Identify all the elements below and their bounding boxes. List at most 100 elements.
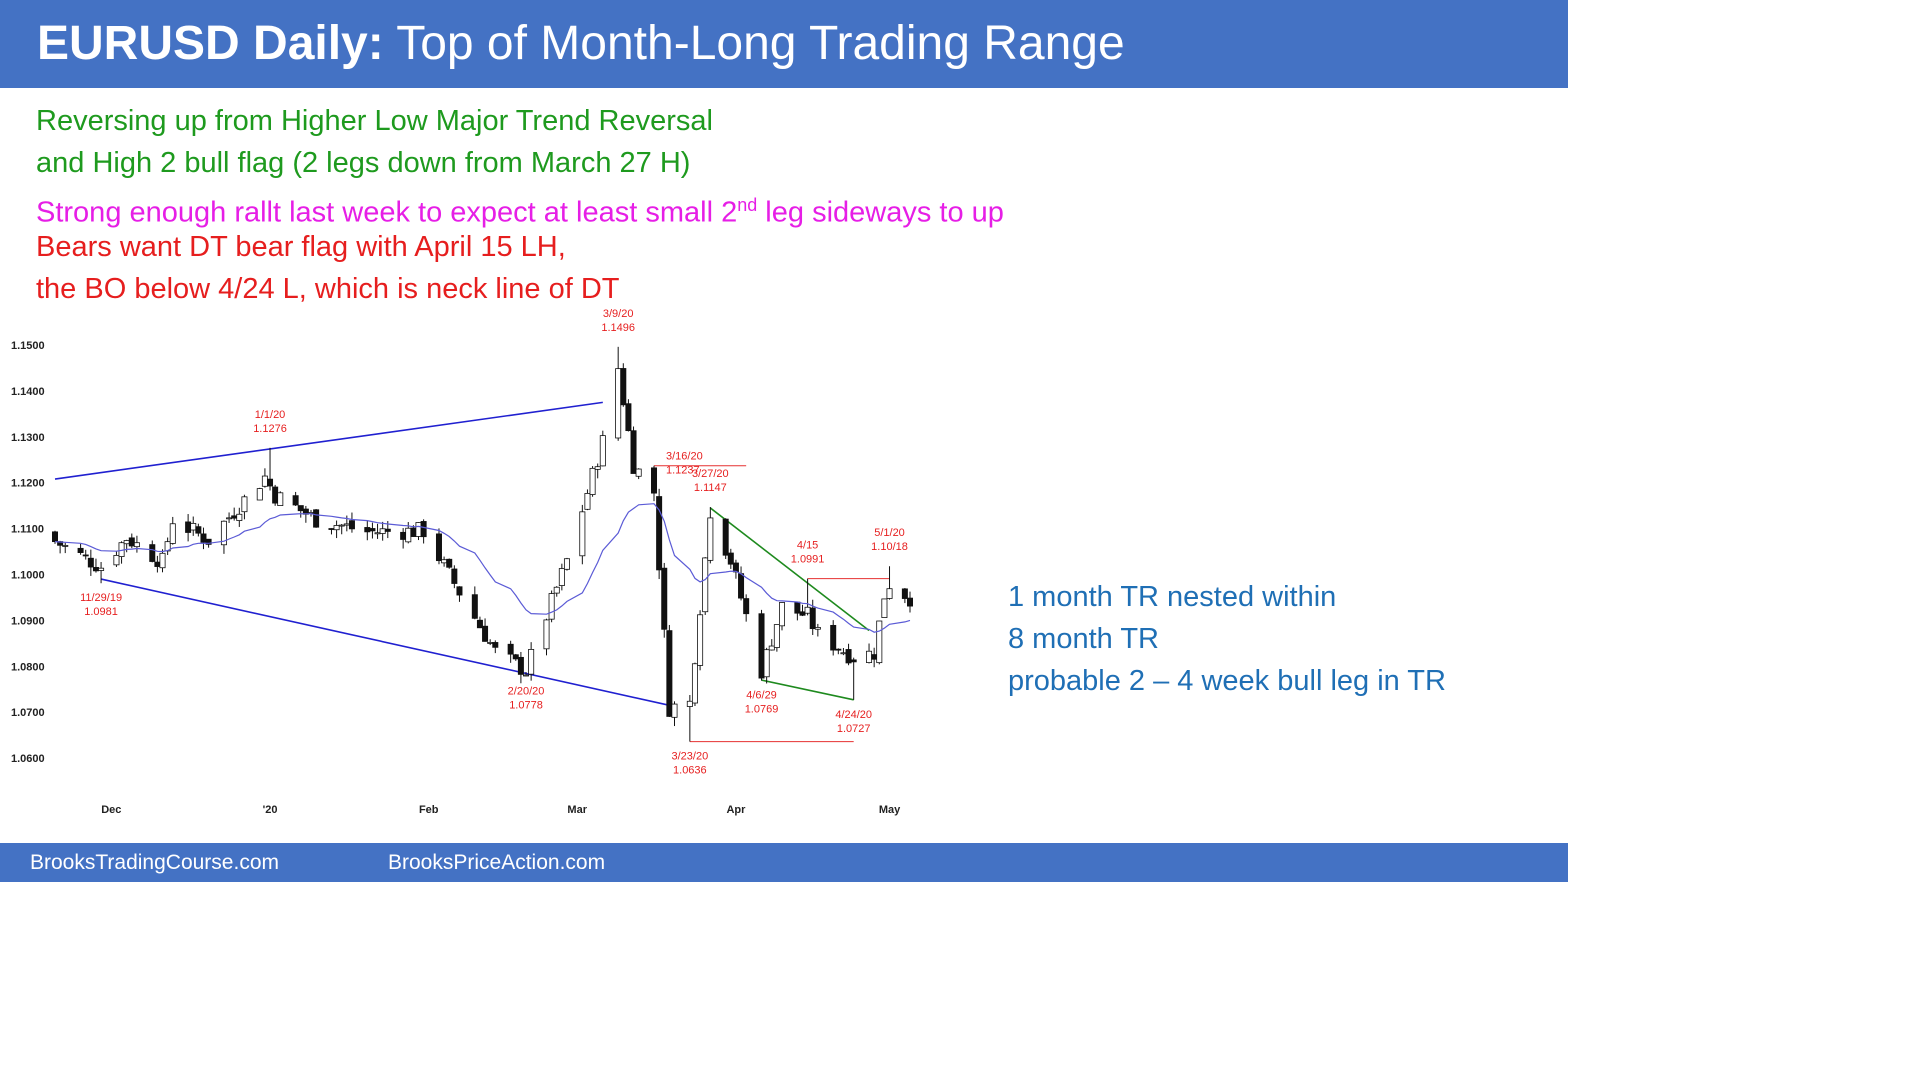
candle (594, 463, 601, 479)
candle-body (62, 545, 69, 547)
x-axis-ticks: Dec '20 Feb Mar Apr May (101, 804, 901, 816)
candle-body (528, 649, 535, 675)
candle (548, 590, 555, 623)
candle-body (779, 602, 786, 627)
candle-body (656, 496, 663, 571)
candle-body (661, 567, 668, 630)
candle-body (702, 557, 709, 613)
candle (651, 465, 658, 502)
candle (190, 516, 197, 536)
candle (722, 518, 729, 560)
candle (492, 640, 499, 654)
candle (743, 594, 750, 622)
candle-body (804, 606, 811, 614)
candle (845, 643, 852, 666)
candle-body (343, 523, 350, 526)
candle-body (52, 531, 59, 543)
candle (415, 522, 422, 541)
candle-body (384, 528, 391, 532)
candle (907, 591, 914, 613)
candle-body (671, 703, 678, 718)
y-tick-label: 1.1200 (11, 478, 45, 490)
candle-body (338, 524, 345, 527)
candle (456, 586, 463, 602)
candle (451, 565, 458, 589)
candle-body (763, 649, 770, 678)
candle-body (77, 547, 84, 553)
candle-body (543, 619, 550, 650)
candle (420, 519, 427, 544)
footer-link-right[interactable]: BrooksPriceAction.com (388, 851, 606, 874)
candle (159, 549, 166, 573)
candle-body (620, 368, 627, 406)
candle (630, 426, 637, 474)
candle (369, 522, 376, 539)
candle-body (507, 643, 514, 655)
candle (98, 562, 105, 584)
x-tick-label: Feb (419, 804, 439, 816)
candle (779, 602, 786, 631)
candle (435, 528, 442, 565)
candle-body (133, 542, 140, 548)
candle-body (743, 598, 750, 615)
candle-body (487, 642, 494, 644)
candle-body (200, 533, 207, 543)
x-tick-label: May (879, 804, 901, 816)
candle (886, 566, 893, 600)
x-tick-label: Dec (101, 804, 121, 816)
x-tick-label: '20 (263, 804, 278, 816)
candle (799, 604, 806, 617)
candle-body (185, 521, 192, 533)
note-line-1: Reversing up from Higher Low Major Trend… (36, 105, 713, 137)
candle-body (149, 544, 156, 562)
candle-body (871, 654, 878, 660)
candle (149, 540, 156, 563)
footer-bar: BrooksTradingCourse.com BrooksPriceActio… (0, 843, 1568, 882)
candle (901, 588, 908, 604)
candle-body (548, 593, 555, 620)
candle (256, 487, 263, 501)
candle (635, 468, 642, 480)
candle (563, 557, 570, 571)
side-note-1: 1 month TR nested within (1008, 581, 1337, 613)
candle-body (420, 521, 427, 538)
annotation-date: 11/29/19 (80, 592, 122, 604)
candle-body (482, 625, 489, 642)
candle (876, 620, 883, 665)
price-annotations: 3/9/201.14961/1/201.12763/16/201.12373/2… (80, 308, 908, 777)
candle-body (809, 607, 816, 630)
candle (328, 528, 335, 535)
annotation-price: 1.0769 (745, 704, 779, 716)
annotation-date: 3/9/20 (603, 308, 634, 320)
candle (220, 520, 227, 554)
header-bar: EURUSD Daily: Top of Month-Long Trading … (0, 0, 1568, 88)
candle-body (113, 554, 120, 566)
candle-body (907, 597, 914, 607)
candle (727, 548, 734, 569)
candle-body (374, 532, 381, 535)
candle (758, 609, 765, 681)
candle (517, 651, 524, 684)
candle-body (773, 624, 780, 648)
candle-body (845, 649, 852, 664)
candle (584, 489, 591, 511)
note-line-3-sup: nd (737, 195, 758, 215)
candle-body (297, 505, 304, 512)
candle-body (400, 531, 407, 540)
candle (615, 346, 622, 441)
candle (400, 528, 407, 549)
footer-link-left[interactable]: BrooksTradingCourse.com (30, 851, 279, 874)
candle (661, 562, 668, 638)
candle-body (261, 475, 268, 487)
candle-body (553, 586, 560, 594)
candle-body (630, 430, 637, 474)
candle (763, 647, 770, 684)
note-line-2: and High 2 bull flag (2 legs down from M… (36, 147, 691, 179)
candle (871, 647, 878, 668)
candle-body (758, 613, 765, 679)
candle (57, 540, 64, 554)
candle-body (446, 558, 453, 568)
annotation-date: 3/16/20 (666, 451, 703, 463)
candles (52, 346, 914, 742)
candle (881, 598, 888, 618)
